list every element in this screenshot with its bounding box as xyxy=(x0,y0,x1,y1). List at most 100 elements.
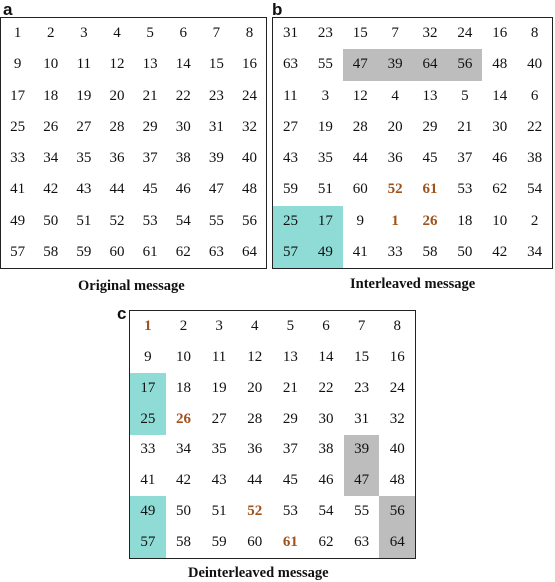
grid-cell: 13 xyxy=(282,348,298,365)
grid-cell: 43 xyxy=(211,472,227,489)
grid-cell: 63 xyxy=(208,243,224,260)
grid-cell: 45 xyxy=(422,150,438,167)
grid-cell: 15 xyxy=(208,56,224,73)
grid-cell: 7 xyxy=(357,317,366,334)
grid-cell: 64 xyxy=(389,534,405,551)
grid-cell: 42 xyxy=(43,181,59,198)
grid-cell: 10 xyxy=(43,56,59,73)
grid-cell: 64 xyxy=(241,243,257,260)
grid-cell: 26 xyxy=(43,118,59,135)
panel-b-caption: Interleaved message xyxy=(350,276,476,292)
grid-cell: 61 xyxy=(422,181,438,198)
panel-a-caption: Original message xyxy=(78,278,185,294)
grid-cell: 53 xyxy=(457,181,473,198)
grid-cell: 25 xyxy=(10,118,26,135)
panel-b-grid: 31 23 15 7 32 24 16 8 63 55 47 39 64 56 48 40 11 3 12 4 13 5 1… xyxy=(272,17,553,269)
grid-cell: 1 xyxy=(144,317,152,334)
grid-cell: 39 xyxy=(387,56,403,73)
grid-cell: 12 xyxy=(109,56,125,73)
shaded-block xyxy=(273,205,343,268)
grid-cell: 50 xyxy=(457,243,473,260)
grid-cell: 26 xyxy=(175,410,191,427)
grid-cell: 64 xyxy=(422,56,438,73)
grid-cell: 32 xyxy=(241,118,257,135)
grid-cell: 46 xyxy=(492,150,508,167)
grid-cell: 41 xyxy=(140,472,156,489)
grid-cell: 31 xyxy=(208,118,224,135)
grid-cell: 7 xyxy=(391,25,399,42)
grid-cell: 38 xyxy=(175,150,191,167)
grid-cell: 34 xyxy=(43,150,59,167)
grid-cell: 30 xyxy=(175,118,191,135)
shaded-block xyxy=(342,49,483,81)
grid-cell: 4 xyxy=(113,25,121,42)
grid-cell: 27 xyxy=(76,118,92,135)
grid-cell: 39 xyxy=(208,150,224,167)
panel-a-letter: a xyxy=(3,0,13,19)
grid-cell: 58 xyxy=(422,243,438,260)
grid-cell: 29 xyxy=(142,118,158,135)
grid-cell: 8 xyxy=(393,317,401,334)
grid-cell: 42 xyxy=(175,472,191,489)
grid-cell: 15 xyxy=(352,25,368,42)
grid-cell: 18 xyxy=(457,212,473,229)
grid-cell: 21 xyxy=(457,118,473,135)
grid-cell: 14 xyxy=(318,348,334,365)
grid-cell: 44 xyxy=(109,181,125,198)
grid-cell: 21 xyxy=(282,379,298,396)
panel-c-caption: Deinterleaved message xyxy=(188,565,329,581)
grid-cell: 6 xyxy=(322,317,330,334)
grid-cell: 49 xyxy=(140,503,156,520)
grid-cell: 21 xyxy=(142,87,158,104)
grid-cell: 11 xyxy=(211,348,227,365)
grid-cell: 46 xyxy=(175,181,191,198)
grid-cell: 22 xyxy=(527,118,543,135)
grid-cell: 39 xyxy=(354,441,370,458)
grid-cell: 43 xyxy=(282,150,298,167)
grid-cell: 13 xyxy=(422,87,438,104)
grid-cell: 61 xyxy=(282,534,298,551)
grid-cell: 12 xyxy=(352,87,368,104)
grid-cell: 59 xyxy=(211,534,227,551)
grid-cell: 52 xyxy=(109,212,125,229)
grid-cell: 62 xyxy=(318,534,334,551)
grid-cell: 25 xyxy=(140,410,156,427)
grid-cell: 58 xyxy=(175,534,191,551)
grid-cell: 56 xyxy=(457,56,473,73)
grid-cell: 3 xyxy=(321,87,330,104)
grid-cell: 52 xyxy=(387,181,403,198)
grid-cell: 14 xyxy=(492,87,508,104)
grid-cell: 54 xyxy=(318,503,334,520)
grid-cell: 12 xyxy=(247,348,263,365)
grid-cell: 8 xyxy=(245,25,254,42)
grid-cell: 4 xyxy=(391,87,399,104)
grid-cell: 47 xyxy=(354,472,370,489)
grid-cell: 4 xyxy=(250,317,259,334)
grid-cell: 30 xyxy=(492,118,508,135)
grid-cell: 33 xyxy=(387,243,403,260)
grid-cell: 29 xyxy=(282,410,298,427)
grid-cell: 19 xyxy=(211,379,227,396)
shaded-block xyxy=(343,434,380,497)
grid-cell: 55 xyxy=(354,503,370,520)
grid-cell: 45 xyxy=(142,181,158,198)
grid-cell: 56 xyxy=(389,503,405,520)
grid-cell: 24 xyxy=(389,379,405,396)
grid-cell: 17 xyxy=(10,87,26,104)
grid-cell: 17 xyxy=(140,379,156,396)
grid-cell: 9 xyxy=(144,348,152,365)
grid-cell: 49 xyxy=(10,212,26,229)
grid-cell: 52 xyxy=(247,503,263,520)
grid-cell: 10 xyxy=(175,348,191,365)
grid-cell: 57 xyxy=(10,243,26,260)
grid-cell: 40 xyxy=(527,56,543,73)
grid-cell: 57 xyxy=(282,243,298,260)
grid-cell: 29 xyxy=(422,118,438,135)
grid-cell: 24 xyxy=(457,25,473,42)
panel-c-grid: 1 2 3 4 5 6 7 8 9 10 11 12 13 14 15 16 17 18 19 20 21 22 23 24 2… xyxy=(129,310,416,559)
grid-cell: 38 xyxy=(527,150,543,167)
panel-a-grid: 1 2 3 4 5 6 7 8 9 10 11 12 13 14 15 16 17 18 19 20 21 22 23 24 2… xyxy=(0,17,267,269)
grid-cell: 54 xyxy=(527,181,543,198)
grid-cell: 37 xyxy=(142,150,158,167)
grid-cell: 27 xyxy=(282,118,298,135)
